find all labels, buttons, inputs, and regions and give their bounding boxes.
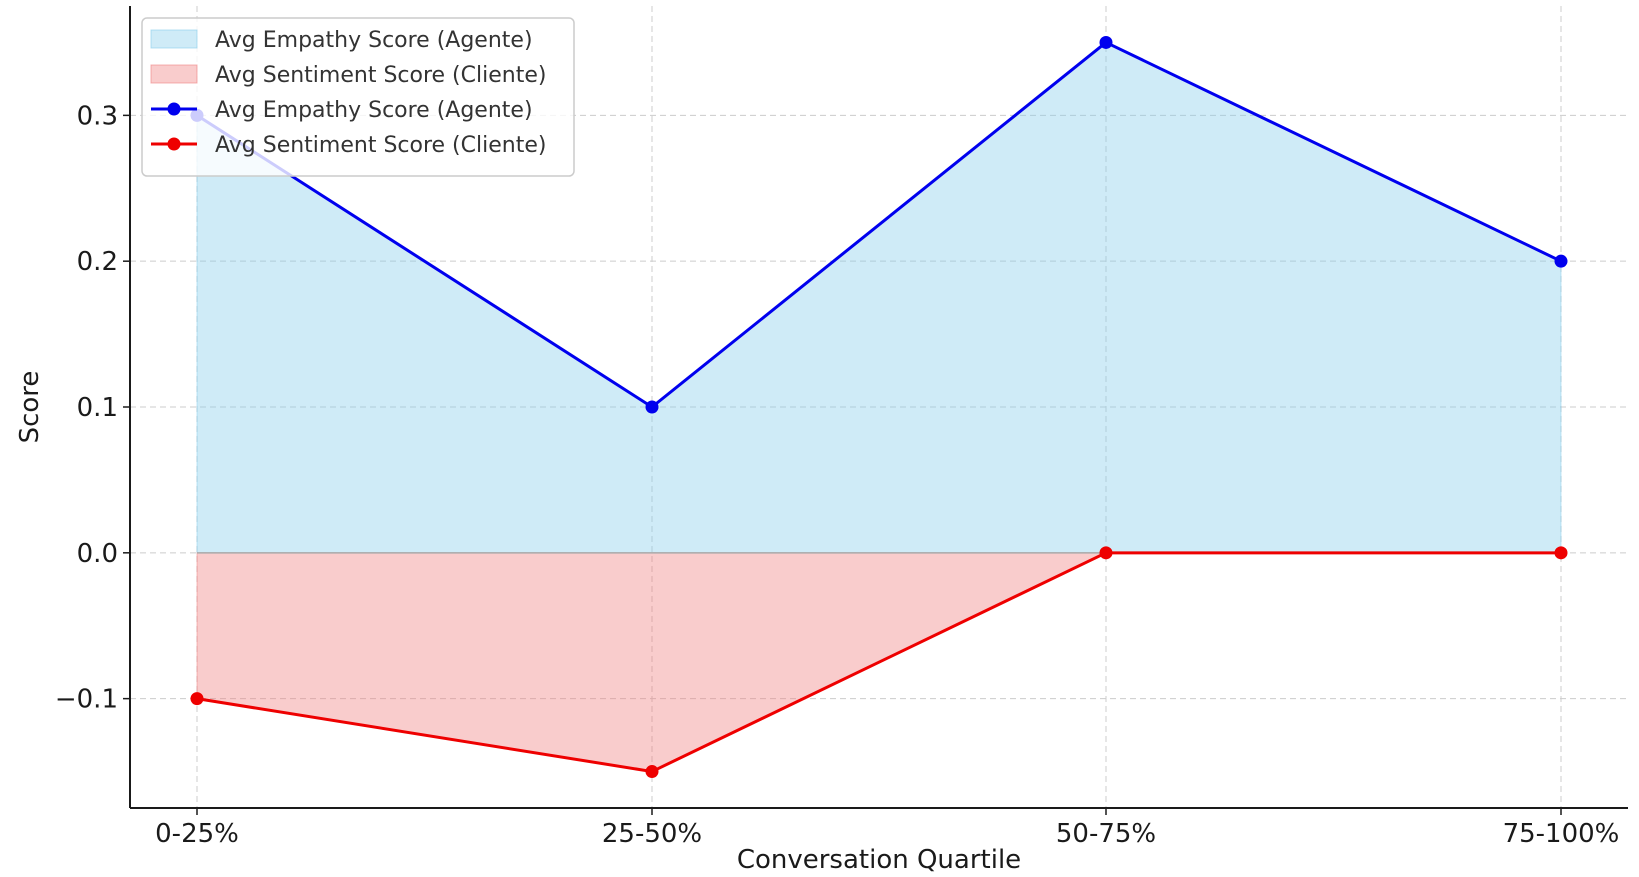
x-tick-label: 25-50% [602,819,702,849]
data-point-series-1-0 [190,692,204,706]
legend-swatch-marker-3 [167,137,181,151]
series-line-1 [196,551,1561,774]
data-point-series-1-3 [1554,546,1568,560]
legend-entry-label: Avg Empathy Score (Agente) [215,98,533,123]
legend-entry-label: Avg Empathy Score (Agente) [215,28,533,53]
y-tick-label: 0.1 [77,393,118,423]
legend-frame [141,17,575,177]
y-tick-label: 0.2 [77,247,118,277]
legend: Avg Empathy Score (Agente) Avg Sentiment … [141,17,575,177]
data-point-series-0-3 [1554,254,1568,268]
series-line-0 [196,40,1562,409]
data-point-series-0-1 [645,400,659,414]
y-tick-label: 0.0 [77,539,118,569]
y-tick-label: −0.1 [55,685,118,715]
series-lines [196,40,1562,774]
legend-entry-label: Avg Sentiment Score (Cliente) [215,133,546,158]
y-tick-label: 0.3 [77,101,118,131]
data-point-series-1-2 [1099,546,1113,560]
legend-swatch-fill-1 [150,64,198,84]
legend-swatch-fill-0 [150,29,198,49]
legend-swatch-marker-2 [167,102,181,116]
x-axis-label: Conversation Quartile [737,845,1021,875]
legend-entry-label: Avg Sentiment Score (Cliente) [215,63,546,88]
x-tick-label: 75-100% [1503,819,1620,849]
data-point-series-0-2 [1099,35,1113,49]
data-point-series-1-1 [645,765,659,779]
x-tick-label: 50-75% [1056,819,1156,849]
x-tick-label: 0-25% [155,819,239,849]
tick-labels: 0-25% 25-50% 50-75% 75-100% −0.1 0.0 0.1 0.2 0.3 [55,101,1620,849]
y-axis-label: Score [15,371,45,444]
